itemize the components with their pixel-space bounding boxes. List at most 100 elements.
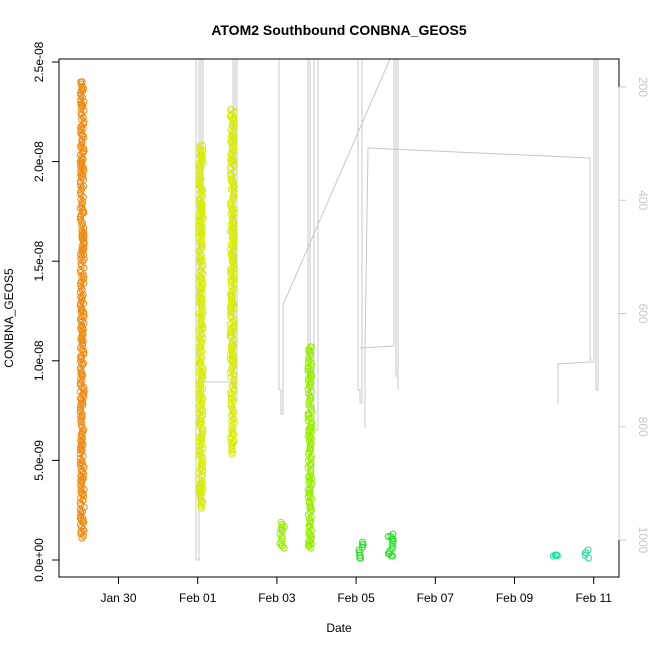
data-point <box>228 196 236 204</box>
data-point <box>79 361 87 369</box>
data-point <box>359 541 367 549</box>
data-point <box>199 365 207 373</box>
data-point <box>585 554 592 562</box>
data-point <box>307 374 314 382</box>
data-point <box>196 380 204 388</box>
data-point <box>198 354 205 362</box>
data-point <box>230 141 238 149</box>
data-point <box>79 532 87 540</box>
data-point <box>198 440 205 448</box>
data-point <box>77 91 85 99</box>
data-point <box>79 257 87 265</box>
y-axis-label: CONBNA_GEOS5 <box>2 268 16 368</box>
data-point <box>197 489 205 497</box>
x-axis: Jan 30 Feb 01 Feb 03 Feb 05 Feb 07 Feb 09 Feb … <box>100 576 612 605</box>
x-tick-label: Feb 05 <box>337 591 375 605</box>
data-point <box>230 269 238 277</box>
data-point <box>79 514 87 522</box>
data-point <box>77 395 84 403</box>
altitude-trace-segment <box>364 147 592 428</box>
data-point <box>229 397 237 405</box>
data-point <box>227 245 234 253</box>
data-point <box>227 309 235 317</box>
x-tick-label: Feb 07 <box>417 591 455 605</box>
data-point <box>355 546 363 554</box>
data-point <box>77 173 85 181</box>
altitude-trace-segment <box>278 58 391 415</box>
data-point <box>228 272 236 279</box>
data-point <box>77 282 85 290</box>
data-point <box>280 544 288 552</box>
data-point <box>228 450 236 458</box>
data-point <box>79 113 87 121</box>
data-point <box>79 102 87 110</box>
data-point <box>77 379 85 387</box>
data-point <box>228 278 236 286</box>
data-point <box>230 380 238 388</box>
data-point <box>306 383 314 391</box>
data-point <box>78 273 86 281</box>
data-point <box>78 295 86 303</box>
data-point <box>199 407 207 415</box>
x-tick-label: Feb 03 <box>258 591 296 605</box>
data-point <box>197 316 205 324</box>
data-point <box>305 479 313 487</box>
data-point <box>230 409 238 416</box>
data-point <box>80 133 88 141</box>
data-point <box>197 268 205 276</box>
data-point <box>230 415 238 423</box>
data-point <box>229 130 237 138</box>
altitude-trace-segment <box>557 58 599 404</box>
data-point <box>307 352 314 360</box>
data-point <box>227 249 235 257</box>
data-point <box>306 524 313 532</box>
data-point <box>228 344 236 352</box>
data-point <box>199 425 206 433</box>
data-point <box>197 504 205 512</box>
data-point <box>228 119 236 127</box>
data-point <box>197 398 205 406</box>
data-point <box>197 341 205 349</box>
data-point <box>308 361 316 369</box>
data-point <box>196 170 204 178</box>
data-point <box>227 373 235 381</box>
data-point <box>549 552 557 560</box>
data-point <box>76 408 84 416</box>
y-tick-label: 0.0e+00 <box>32 538 46 582</box>
data-point <box>78 222 86 230</box>
y-tick-label: 2.0e-08 <box>32 141 46 182</box>
data-point <box>581 549 589 557</box>
data-point <box>230 188 238 195</box>
data-point <box>196 153 204 161</box>
data-point <box>388 552 396 560</box>
x-tick-label: Jan 30 <box>100 591 136 605</box>
data-point <box>278 532 286 540</box>
data-point <box>305 401 313 409</box>
data-point <box>196 403 203 410</box>
data-point <box>227 210 235 218</box>
data-point <box>80 224 88 232</box>
data-point <box>196 283 204 291</box>
altitude-trace-segment <box>359 58 399 390</box>
x-tick-label: Feb 09 <box>496 591 534 605</box>
data-point <box>196 254 204 262</box>
data-point <box>227 199 235 207</box>
data-point <box>78 534 86 542</box>
data-point <box>78 202 86 210</box>
data-point <box>553 552 561 559</box>
y-tick-label: 1.5e-08 <box>32 241 46 282</box>
data-point <box>227 170 235 178</box>
data-point <box>307 544 315 552</box>
data-point <box>78 136 86 143</box>
data-point <box>229 177 236 184</box>
data-point <box>228 283 235 290</box>
data-point <box>77 485 85 493</box>
data-point <box>77 191 85 199</box>
data-point <box>78 162 86 170</box>
data-point <box>78 410 86 418</box>
data-point <box>196 361 204 368</box>
data-point <box>230 375 238 383</box>
data-point <box>78 111 85 119</box>
data-point <box>357 554 364 562</box>
